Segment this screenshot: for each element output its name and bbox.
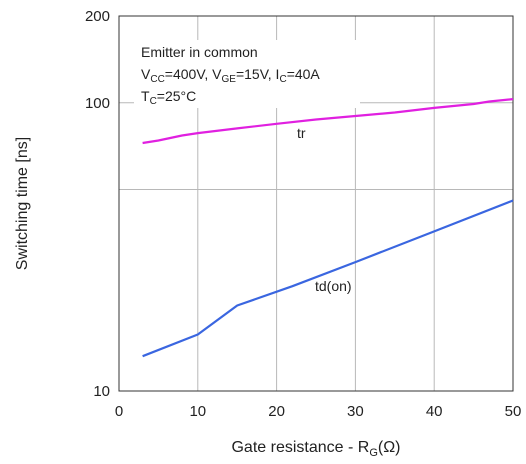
x-axis-title-tail: (Ω) bbox=[378, 439, 401, 456]
y-tick-label: 10 bbox=[93, 383, 110, 400]
x-axis-title-main: Gate resistance - R bbox=[231, 439, 369, 456]
condition-line-1: Emitter in common bbox=[141, 44, 258, 60]
x-axis-title-sub: G bbox=[369, 447, 378, 459]
plot-area-border bbox=[118, 15, 514, 392]
series-group: tr td(on) bbox=[142, 98, 514, 358]
tick-labels: 0 10 20 30 40 50 10 100 200 bbox=[85, 8, 521, 420]
test-conditions-annotation: Emitter in common VCC=400V, VGE=15V, IC=… bbox=[134, 40, 360, 108]
x-axis-title: Gate resistance - RG(Ω) bbox=[231, 439, 400, 459]
y-tick-label: 200 bbox=[85, 8, 110, 25]
series-line-td-on bbox=[142, 199, 514, 358]
x-tick-label: 40 bbox=[426, 403, 443, 420]
series-line-tr bbox=[142, 98, 514, 145]
x-tick-label: 0 bbox=[115, 403, 123, 420]
y-axis-title: Switching time [ns] bbox=[14, 137, 31, 270]
y-tick-label: 100 bbox=[85, 95, 110, 112]
condition-line-3: TC=25°C bbox=[141, 88, 196, 107]
x-tick-label: 20 bbox=[268, 403, 285, 420]
series-label-tr: tr bbox=[297, 125, 306, 141]
x-tick-label: 10 bbox=[189, 403, 206, 420]
annotation-background bbox=[134, 40, 360, 108]
condition-line-2: VCC=400V, VGE=15V, IC=40A bbox=[141, 66, 320, 85]
x-tick-label: 30 bbox=[347, 403, 364, 420]
x-tick-label: 50 bbox=[505, 403, 522, 420]
series-label-td-on: td(on) bbox=[315, 278, 352, 294]
